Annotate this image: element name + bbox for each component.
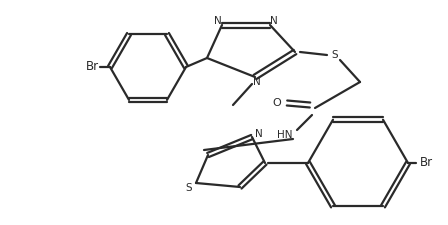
Text: N: N (214, 16, 222, 26)
Text: O: O (273, 98, 281, 108)
Text: Br: Br (86, 61, 99, 74)
Text: N: N (270, 16, 278, 26)
Text: Br: Br (419, 157, 433, 169)
Text: S: S (185, 183, 192, 193)
Text: S: S (332, 50, 338, 60)
Text: N: N (255, 129, 263, 139)
Text: N: N (253, 77, 261, 87)
Text: HN: HN (277, 130, 293, 140)
